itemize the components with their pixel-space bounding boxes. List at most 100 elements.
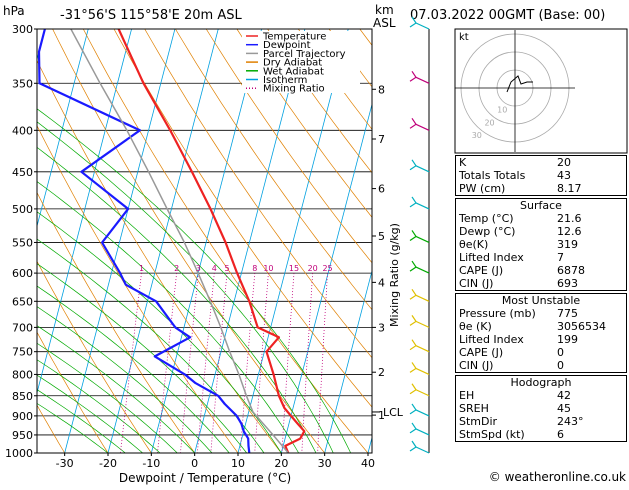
temperature-tick-label: -20 bbox=[99, 457, 117, 470]
hodograph-unit: kt bbox=[459, 32, 469, 43]
pressure-tick-label: 1000 bbox=[5, 447, 33, 460]
surface-row: θe(K)319 bbox=[456, 238, 626, 251]
most-unstable-label: CIN (J) bbox=[459, 359, 557, 372]
wind-barb-flag bbox=[412, 261, 416, 267]
surface-value: 12.6 bbox=[557, 225, 623, 238]
wind-barb-flag bbox=[412, 71, 416, 77]
hodograph-stat-value: 42 bbox=[557, 389, 623, 402]
pressure-tick-label: 700 bbox=[12, 321, 33, 334]
asl-label: ASL bbox=[373, 16, 396, 30]
mixing-ratio-label: 10 bbox=[263, 264, 273, 273]
mixing-ratio-line bbox=[318, 273, 328, 453]
wind-barb bbox=[410, 447, 429, 453]
wind-barb bbox=[410, 23, 429, 29]
wind-barb-flag bbox=[412, 362, 416, 368]
mixing-ratio-label: 3 bbox=[196, 264, 201, 273]
most-unstable-value: 3056534 bbox=[557, 320, 623, 333]
surface-row: Temp (°C)21.6 bbox=[456, 212, 626, 225]
surface-row: Dewp (°C)12.6 bbox=[456, 225, 626, 238]
wind-barb-flag bbox=[412, 404, 416, 410]
y-axis-title-right: Mixing Ratio (g/kg) bbox=[388, 223, 401, 327]
dry-adiabat-line bbox=[0, 29, 238, 453]
most-unstable-row: θe (K)3056534 bbox=[456, 320, 626, 333]
wind-barb-flag bbox=[412, 197, 416, 203]
wind-barb bbox=[410, 236, 429, 242]
most-unstable-title: Most Unstable bbox=[456, 294, 626, 307]
surface-label: CAPE (J) bbox=[459, 264, 557, 277]
index-row: PW (cm)8.17 bbox=[456, 182, 626, 195]
hodograph-stat-label: EH bbox=[459, 389, 557, 402]
hodograph-ring-label: 20 bbox=[484, 118, 494, 127]
pressure-tick-label: 900 bbox=[12, 410, 33, 423]
hpa-label: hPa bbox=[3, 4, 25, 18]
surface-value: 693 bbox=[557, 277, 623, 290]
wind-barb bbox=[410, 368, 429, 374]
watermark: © weatheronline.co.uk bbox=[489, 470, 626, 484]
mixing-ratio-line bbox=[180, 273, 198, 453]
km-label: km bbox=[375, 3, 394, 17]
index-label: Totals Totals bbox=[459, 169, 557, 182]
hodograph-stat-value: 6 bbox=[557, 428, 623, 441]
most-unstable-label: θe (K) bbox=[459, 320, 557, 333]
wind-barb-flag bbox=[412, 289, 416, 295]
index-value: 20 bbox=[557, 156, 623, 169]
index-label: K bbox=[459, 156, 557, 169]
surface-value: 319 bbox=[557, 238, 623, 251]
most-unstable-value: 199 bbox=[557, 333, 623, 346]
pressure-tick-label: 800 bbox=[12, 368, 33, 381]
most-unstable-value: 0 bbox=[557, 346, 623, 359]
mixing-ratio-label: 4 bbox=[212, 264, 217, 273]
surface-row: CIN (J)693 bbox=[456, 277, 626, 290]
height-tick-label: 7 bbox=[378, 133, 385, 146]
height-tick-label: 8 bbox=[378, 83, 385, 96]
surface-label: Temp (°C) bbox=[459, 212, 557, 225]
temperature-tick-label: 0 bbox=[191, 457, 198, 470]
height-tick-label: 4 bbox=[378, 276, 385, 289]
pressure-tick-label: 450 bbox=[12, 166, 33, 179]
pressure-tick-label: 850 bbox=[12, 390, 33, 403]
wind-barb bbox=[410, 429, 429, 435]
temperature-tick-label: 30 bbox=[318, 457, 332, 470]
surface-label: θe(K) bbox=[459, 238, 557, 251]
wind-barb bbox=[410, 77, 429, 83]
most-unstable-label: CAPE (J) bbox=[459, 346, 557, 359]
wind-barb-flag bbox=[412, 441, 416, 447]
index-value: 43 bbox=[557, 169, 623, 182]
mixing-ratio-label: 2 bbox=[174, 264, 179, 273]
surface-value: 21.6 bbox=[557, 212, 623, 225]
most-unstable-value: 775 bbox=[557, 307, 623, 320]
hodograph-stat-value: 243° bbox=[557, 415, 623, 428]
index-label: PW (cm) bbox=[459, 182, 557, 195]
hodograph-stat-label: StmDir bbox=[459, 415, 557, 428]
hodograph-ring-label: 30 bbox=[472, 131, 482, 140]
wind-barb bbox=[410, 346, 429, 352]
isotherm-line bbox=[0, 29, 2, 453]
mixing-ratio-label: 8 bbox=[252, 264, 257, 273]
datetime-title: 07.03.2022 00GMT (Base: 00) bbox=[410, 8, 605, 23]
hodograph-stat-label: StmSpd (kt) bbox=[459, 428, 557, 441]
temperature-tick-label: 40 bbox=[361, 457, 375, 470]
most-unstable-label: Lifted Index bbox=[459, 333, 557, 346]
surface-title: Surface bbox=[456, 199, 626, 212]
mixing-ratio-label: 20 bbox=[308, 264, 318, 273]
most-unstable-row: Pressure (mb)775 bbox=[456, 307, 626, 320]
legend-entry: Mixing Ratio bbox=[263, 84, 325, 95]
wind-barb bbox=[410, 267, 429, 273]
wind-barb bbox=[410, 124, 429, 130]
wind-barb-flag bbox=[412, 384, 416, 390]
wind-barb-flag bbox=[412, 160, 416, 166]
wind-barb bbox=[410, 203, 429, 209]
wind-barb-flag bbox=[412, 315, 416, 321]
